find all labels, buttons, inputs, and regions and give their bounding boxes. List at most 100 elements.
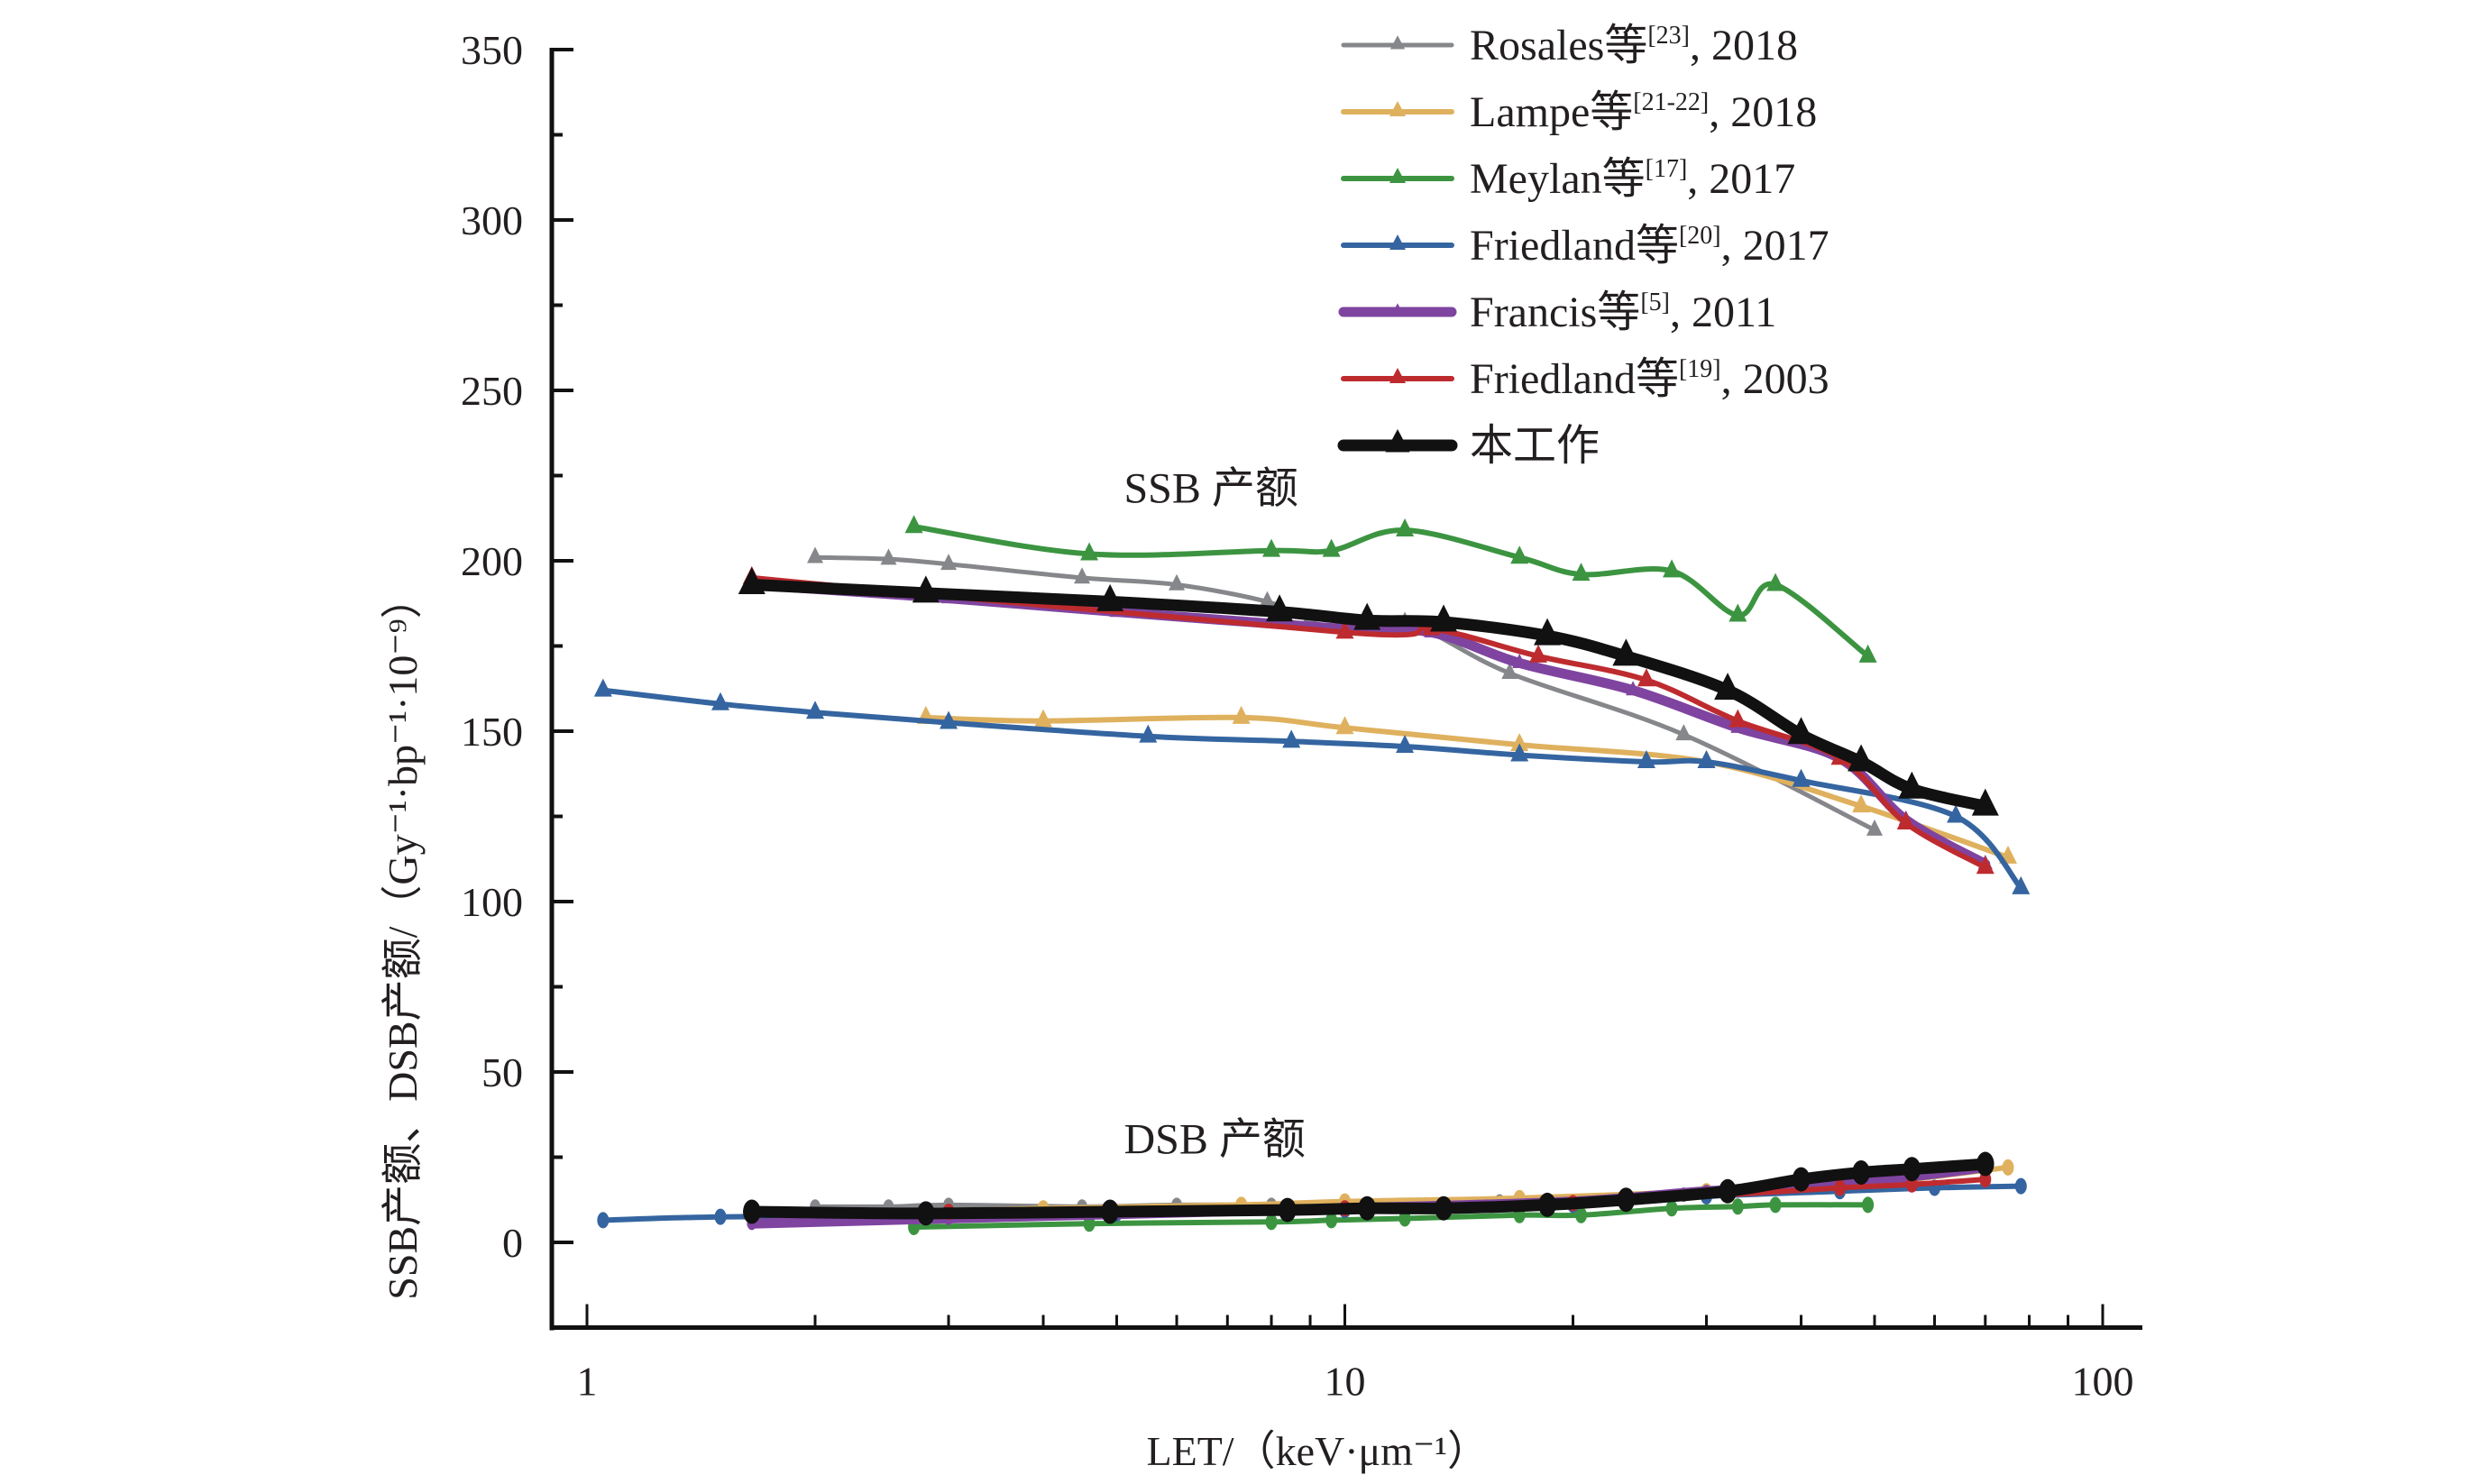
legend-item: Meylan等[17], 2017 bbox=[1341, 155, 1795, 203]
dsb-point-marker bbox=[1538, 1192, 1556, 1217]
ssb-point-marker bbox=[1792, 768, 1811, 787]
ssb-point-marker bbox=[806, 701, 825, 719]
legend-label: Rosales等[23], 2018 bbox=[1470, 22, 1798, 69]
legend-label-ref: [17] bbox=[1646, 155, 1688, 183]
dsb-point-marker bbox=[917, 1201, 935, 1226]
legend-label-main: 本工作 bbox=[1470, 422, 1600, 470]
annotation-dsb-yield: DSB 产额 bbox=[1123, 1116, 1305, 1164]
ssb-point-marker bbox=[1232, 705, 1251, 724]
ssb-point-marker bbox=[1396, 518, 1415, 536]
dsb-point-marker bbox=[1769, 1196, 1782, 1214]
ssb-point-marker bbox=[1510, 733, 1529, 752]
y-tick-label: 100 bbox=[461, 879, 523, 925]
ssb-point-marker bbox=[1637, 668, 1655, 687]
ssb-point-marker bbox=[1430, 604, 1458, 632]
dsb-point-marker bbox=[1358, 1195, 1376, 1221]
ssb-point-marker bbox=[1971, 788, 1999, 816]
series-6 bbox=[738, 566, 1999, 1226]
ssb-point-marker bbox=[807, 546, 824, 563]
dsb-point-marker bbox=[1265, 1214, 1278, 1231]
ssb-point-marker bbox=[1728, 709, 1747, 728]
dsb-point-marker bbox=[1617, 1187, 1636, 1213]
dsb-point-marker bbox=[1903, 1157, 1921, 1182]
dsb-point-marker bbox=[2014, 1177, 2027, 1195]
legend-marker-icon bbox=[1389, 35, 1406, 50]
ssb-point-marker bbox=[1626, 681, 1641, 696]
ssb-point-marker bbox=[1501, 663, 1518, 680]
dsb-point-marker bbox=[1792, 1167, 1811, 1192]
ssb-line bbox=[746, 579, 1992, 812]
legend-label-main: Meylan等 bbox=[1470, 155, 1646, 203]
ssb-point-marker bbox=[1529, 644, 1548, 663]
legend-label-ref: [23] bbox=[1647, 22, 1690, 50]
legend-label-year: , 2018 bbox=[1690, 22, 1798, 69]
dsb-point-marker bbox=[1719, 1178, 1737, 1204]
legend-label: Friedland等[20], 2017 bbox=[1470, 222, 1829, 270]
legend-label-year: , 2011 bbox=[1670, 289, 1776, 336]
x-tick-label: 1 bbox=[577, 1359, 598, 1405]
x-tick-label: 100 bbox=[2072, 1359, 2134, 1405]
ssb-point-marker bbox=[1612, 638, 1640, 666]
ssb-point-marker bbox=[1169, 573, 1186, 591]
ssb-point-marker bbox=[1396, 735, 1415, 754]
dsb-point-marker bbox=[1435, 1195, 1453, 1221]
ssb-point-marker bbox=[1512, 654, 1527, 668]
legend-label-year: , 2017 bbox=[1687, 155, 1795, 203]
legend-label-year: , 2018 bbox=[1709, 88, 1817, 136]
legend-label-main: Rosales等 bbox=[1470, 22, 1647, 69]
legend-label-ref: [19] bbox=[1679, 355, 1721, 383]
dsb-point-marker bbox=[1279, 1197, 1297, 1223]
ssb-point-marker bbox=[1335, 716, 1354, 735]
dsb-point-marker bbox=[1976, 1151, 1994, 1177]
ssb-line bbox=[748, 574, 1988, 871]
ssb-point-marker bbox=[1096, 583, 1124, 611]
legend-item: Friedland等[19], 2003 bbox=[1341, 355, 1829, 403]
ssb-point-marker bbox=[1858, 644, 1877, 663]
legend-label-ref: [5] bbox=[1640, 289, 1670, 316]
dsb-point-marker bbox=[1325, 1212, 1338, 1229]
ssb-point-marker bbox=[593, 678, 612, 697]
ssb-point-marker bbox=[1262, 538, 1281, 557]
ssb-point-marker bbox=[940, 554, 958, 571]
ssb-point-marker bbox=[1766, 573, 1785, 591]
legend-label: Francis等[5], 2011 bbox=[1470, 289, 1776, 336]
dsb-point-marker bbox=[1101, 1199, 1119, 1224]
y-tick-label: 50 bbox=[481, 1049, 523, 1095]
dsb-point-marker bbox=[1731, 1198, 1744, 1215]
legend-item: Lampe等[21-22], 2018 bbox=[1341, 88, 1817, 136]
legend-marker-icon bbox=[1390, 303, 1405, 316]
dsb-point-marker bbox=[1575, 1206, 1588, 1223]
ssb-point-marker bbox=[2012, 875, 2031, 894]
ssb-point-marker bbox=[1896, 811, 1915, 830]
legend-item: Rosales等[23], 2018 bbox=[1341, 22, 1798, 69]
ssb-point-marker bbox=[1282, 729, 1301, 748]
ssb-point-marker bbox=[1322, 538, 1341, 557]
x-axis-title: LET/（keV·μm⁻¹） bbox=[1147, 1428, 1490, 1474]
ssb-point-marker bbox=[1510, 743, 1529, 762]
ssb-point-marker bbox=[912, 575, 940, 603]
ssb-point-marker bbox=[1697, 750, 1716, 769]
ssb-point-marker bbox=[904, 515, 923, 534]
legend-marker-icon bbox=[1389, 234, 1406, 250]
dsb-line bbox=[746, 1158, 1992, 1220]
legend-item: Friedland等[20], 2017 bbox=[1341, 222, 1829, 270]
legend-marker-icon bbox=[1389, 101, 1406, 116]
legend-label-main: Francis等 bbox=[1470, 289, 1640, 336]
ssb-point-marker bbox=[1714, 673, 1742, 701]
y-tick-label: 350 bbox=[461, 27, 523, 73]
ssb-point-marker bbox=[1848, 744, 1875, 772]
legend-label: Friedland等[19], 2003 bbox=[1470, 355, 1829, 403]
legend-item: 本工作 bbox=[1337, 422, 1600, 470]
ssb-point-marker bbox=[1534, 618, 1562, 646]
series-4 bbox=[744, 575, 1993, 1231]
ssb-point-marker bbox=[1335, 620, 1354, 639]
axes: 0 50 100 150 200 250 300 350 1 10 100 bbox=[461, 27, 2142, 1405]
dsb-point-marker bbox=[1862, 1196, 1875, 1214]
ssb-point-marker bbox=[940, 710, 958, 729]
legend-label-main: Friedland等 bbox=[1470, 222, 1679, 270]
ssb-point-marker bbox=[1852, 794, 1871, 813]
ssb-point-marker bbox=[1074, 567, 1091, 584]
dsb-point-marker bbox=[743, 1199, 761, 1224]
